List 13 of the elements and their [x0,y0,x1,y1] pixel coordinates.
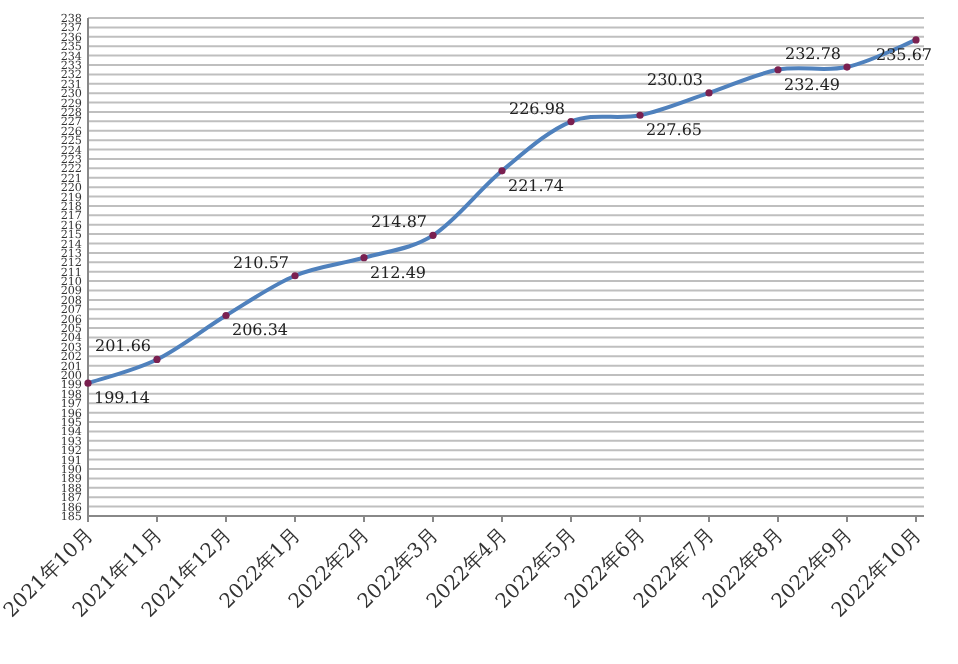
data-label: 201.66 [95,337,151,356]
data-label: 230.03 [647,70,703,89]
data-label: 214.87 [371,213,427,232]
data-label: 212.49 [370,263,426,282]
data-label: 235.67 [876,45,932,64]
data-label: 227.65 [646,121,702,140]
data-label: 226.98 [509,99,565,118]
data-label: 206.34 [232,321,288,340]
data-label: 210.57 [233,253,289,272]
data-label: 232.49 [784,75,840,94]
data-label: 232.78 [785,45,841,64]
data-label: 221.74 [508,176,564,195]
data-label: 199.14 [94,389,150,408]
